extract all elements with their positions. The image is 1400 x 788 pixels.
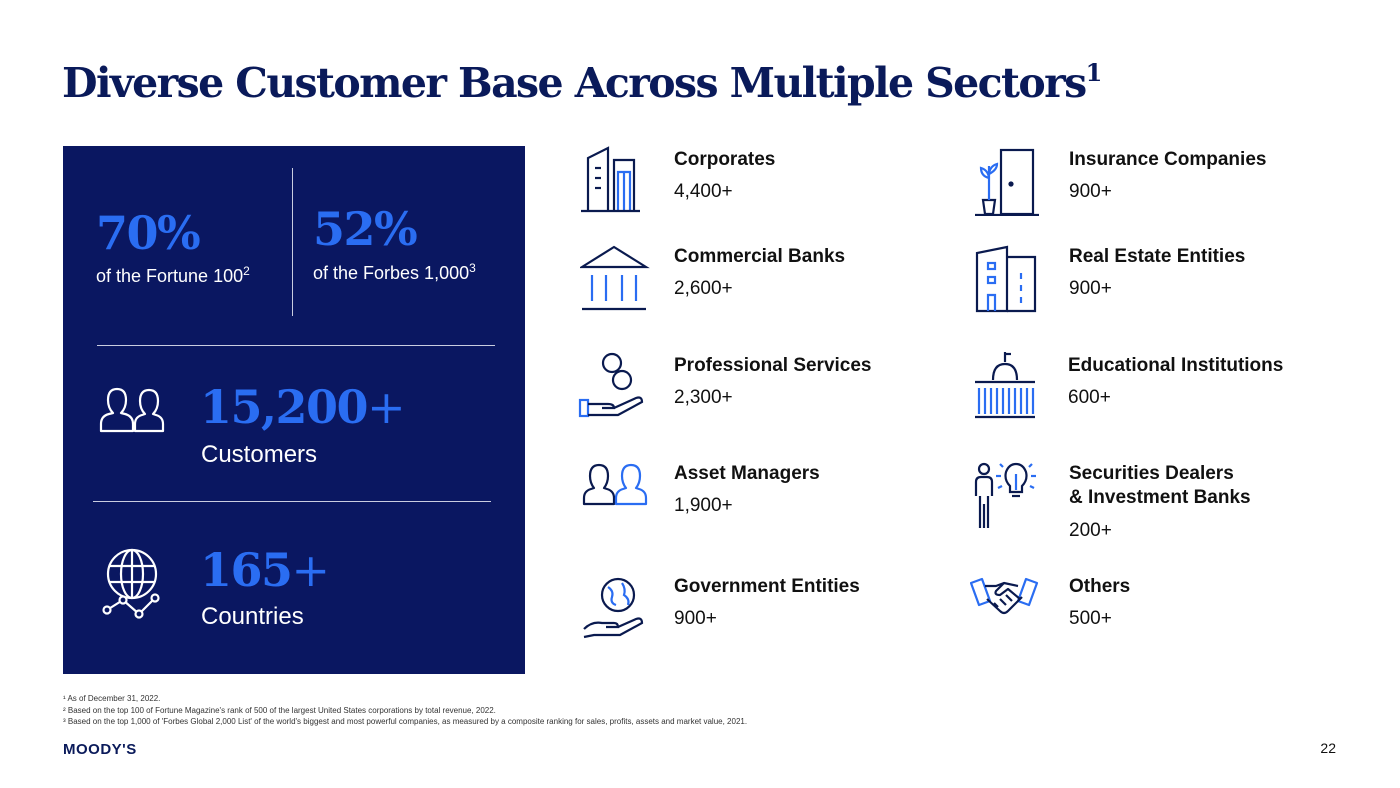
title-footnote-marker: 1 — [1085, 58, 1103, 87]
capitol-icon — [975, 352, 1035, 419]
sector-name: Real Estate Entities — [1069, 246, 1246, 267]
sector-count: 2,300+ — [674, 387, 733, 408]
fortune-stat-label-text: of the Fortune 100 — [96, 266, 244, 286]
globe-icon — [102, 548, 160, 619]
sector-count: 200+ — [1069, 520, 1112, 541]
customers-label: Customers — [201, 441, 318, 468]
people-icon — [582, 463, 648, 506]
sector-name: Corporates — [674, 149, 776, 170]
sector-name: Educational Institutions — [1068, 355, 1284, 376]
buildings-icon — [581, 146, 640, 213]
panel-divider-2 — [93, 501, 491, 502]
sector-name-line2: & Investment Banks — [1069, 487, 1251, 508]
forbes-footnote-marker: 3 — [469, 261, 476, 275]
sector-name: Asset Managers — [674, 463, 820, 484]
stat-divider-vertical — [292, 168, 293, 316]
footnote-3: ³ Based on the top 1,000 of 'Forbes Glob… — [63, 717, 748, 726]
sector-count: 1,900+ — [674, 495, 733, 516]
fortune-stat-value: 70% — [96, 206, 201, 260]
footnotes: ¹ As of December 31, 2022. ² Based on th… — [63, 693, 747, 728]
sector-count: 900+ — [1069, 181, 1112, 202]
person-idea-icon — [974, 462, 1036, 528]
sector-name: Securities Dealers & Investment Banks — [1069, 462, 1251, 510]
page-title-text: Diverse Customer Base Across Multiple Se… — [62, 59, 1087, 107]
bank-icon — [580, 245, 650, 311]
customers-plus: + — [367, 380, 406, 434]
page-title: Diverse Customer Base Across Multiple Se… — [62, 58, 1102, 107]
sector-count: 900+ — [1069, 278, 1112, 299]
sector-count: 600+ — [1068, 387, 1111, 408]
people-icon — [99, 387, 165, 433]
footnote-2: ² Based on the top 100 of Fortune Magazi… — [63, 705, 496, 715]
sector-name: Commercial Banks — [674, 246, 846, 267]
sector-name: Others — [1069, 576, 1131, 597]
countries-label: Countries — [201, 603, 304, 630]
moodys-logo: MOODY'S — [63, 741, 137, 758]
fortune-footnote-marker: 2 — [243, 264, 250, 278]
hand-globe-icon — [583, 577, 644, 639]
summary-panel: 70% of the Fortune 1002 52% of the Forbe… — [63, 146, 525, 674]
panel-divider-1 — [97, 345, 495, 346]
customers-number: 15,200 — [200, 380, 369, 434]
hand-coins-icon — [578, 352, 644, 418]
sector-name: Government Entities — [674, 576, 860, 597]
customers-value: 15,200+ — [200, 384, 406, 430]
forbes-stat-label-text: of the Forbes 1,000 — [313, 263, 470, 283]
page-number: 22 — [1320, 740, 1336, 756]
sector-name: Professional Services — [674, 355, 872, 376]
countries-plus: + — [291, 543, 331, 597]
footnote-1: ¹ As of December 31, 2022. — [63, 694, 161, 703]
forbes-stat-value: 52% — [313, 202, 418, 256]
sector-count: 2,600+ — [674, 278, 733, 299]
sector-name: Insurance Companies — [1069, 149, 1267, 170]
fortune-stat-label: of the Fortune 1002 — [96, 264, 250, 287]
office-building-icon — [975, 245, 1037, 313]
sector-count: 4,400+ — [674, 181, 733, 202]
sector-count: 500+ — [1069, 608, 1112, 629]
door-plant-icon — [975, 148, 1039, 216]
countries-number: 165 — [200, 543, 293, 597]
forbes-stat-label: of the Forbes 1,0003 — [313, 261, 476, 284]
handshake-icon — [970, 577, 1039, 615]
sector-count: 900+ — [674, 608, 717, 629]
sector-name-line1: Securities Dealers — [1069, 463, 1234, 484]
countries-value: 165+ — [200, 547, 330, 593]
